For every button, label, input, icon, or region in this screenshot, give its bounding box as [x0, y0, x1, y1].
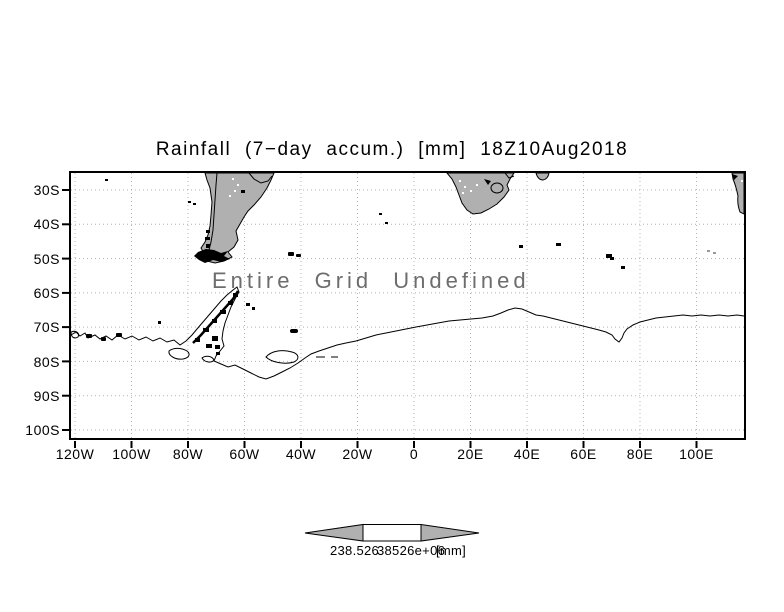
- x-tick-label: 80E: [626, 446, 654, 462]
- y-tick-label: 40S: [33, 216, 60, 233]
- undefined-grid-message: Entire Grid Undefined: [212, 268, 530, 293]
- x-tick-label: 120W: [55, 446, 95, 462]
- antarctic-peninsula: [192, 290, 240, 355]
- x-tick-label: 20E: [457, 446, 484, 462]
- y-tick-label: 100S: [25, 422, 60, 439]
- landmasses: [198, 173, 744, 264]
- x-tick-label: 60W: [229, 446, 260, 462]
- africa-landmass: [446, 173, 515, 215]
- islands: [86, 174, 738, 341]
- lesotho-outline: [490, 182, 504, 194]
- colorbar-units-label: [mm]: [436, 543, 467, 558]
- colorbar: [304, 523, 480, 542]
- colorbar-left-arrow: [304, 523, 364, 542]
- y-tick-label: 30S: [33, 182, 60, 198]
- map-frame: [69, 171, 746, 440]
- grid-lines: [71, 173, 744, 438]
- y-tick-label: 80S: [33, 353, 60, 370]
- border-lines: [208, 173, 515, 251]
- y-tick-label: 70S: [33, 319, 60, 336]
- antarctica-coastline: [71, 286, 744, 380]
- small-gray-islets: [707, 250, 716, 254]
- x-tick-label: 40W: [285, 446, 317, 462]
- madagascar-tip: [535, 173, 550, 181]
- y-tick-label: 60S: [33, 284, 60, 301]
- ice-shelf-outlines: [71, 330, 338, 364]
- y-tick-label: 90S: [33, 387, 60, 404]
- x-tick-label: 40E: [513, 446, 541, 462]
- colorbar-mid-box: [362, 524, 422, 542]
- x-tick-label: 80W: [172, 446, 204, 462]
- x-tick-label: 60E: [570, 446, 597, 462]
- axis-tick-marks: [62, 189, 698, 448]
- south-america-landmass: [198, 173, 275, 264]
- land-speckles: [229, 178, 743, 197]
- x-tick-label: 100E: [679, 446, 714, 462]
- y-tick-label: 50S: [33, 250, 60, 267]
- plot-title: Rainfall (7−day accum.) [mm] 18Z10Aug201…: [155, 139, 629, 160]
- x-tick-label: 100W: [112, 446, 151, 462]
- australia-sliver: [731, 173, 744, 215]
- x-tick-label: 0: [409, 446, 419, 462]
- colorbar-right-arrow: [420, 523, 480, 542]
- colorbar-right-label: 38526e+06: [377, 543, 446, 558]
- colorbar-left-label: 238.526: [330, 543, 380, 558]
- x-tick-label: 20W: [342, 446, 373, 462]
